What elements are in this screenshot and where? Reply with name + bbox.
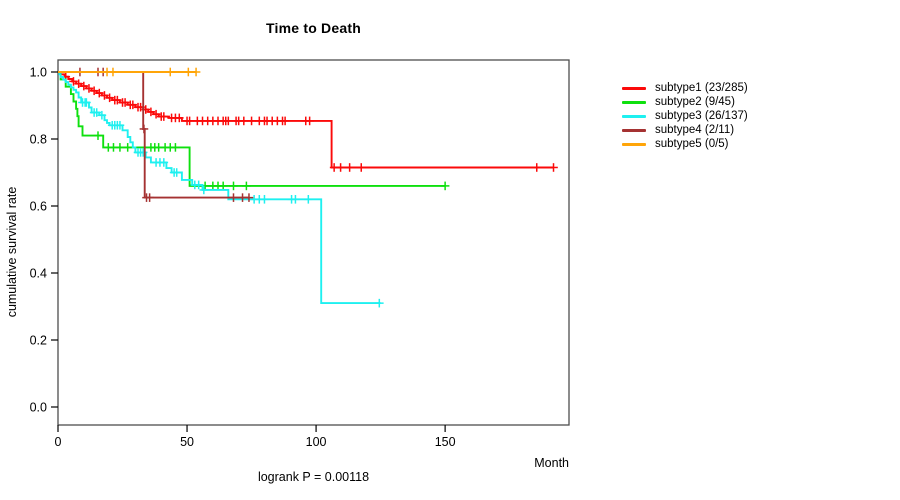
censor-marks-subtype1 <box>61 72 558 172</box>
censor-marks-subtype3 <box>78 98 384 308</box>
x-tick-label: 50 <box>180 435 194 449</box>
y-tick-label: 0.8 <box>30 132 47 146</box>
x-tick-label: 100 <box>306 435 327 449</box>
chart-title: Time to Death <box>266 20 361 36</box>
censor-marks-subtype5 <box>102 67 201 77</box>
y-tick-label: 0.4 <box>30 266 47 280</box>
y-tick-label: 0.6 <box>30 199 47 213</box>
legend-item-subtype3: subtype3 (26/137) <box>622 109 748 123</box>
curve-subtype3 <box>58 71 381 305</box>
legend-item-subtype1: subtype1 (23/285) <box>622 81 748 95</box>
y-axis-title: cumulative survival rate <box>5 186 19 318</box>
legend-line-subtype2 <box>622 100 646 104</box>
legend-line-subtype1 <box>622 86 646 90</box>
censor-marks-subtype2 <box>93 131 450 191</box>
legend-item-subtype4: subtype4 (2/11) <box>622 123 748 137</box>
legend-line-subtype3 <box>622 114 646 118</box>
legend-line-subtype5 <box>622 142 646 146</box>
x-axis-title: Month <box>534 456 569 470</box>
x-tick-label: 0 <box>55 435 62 449</box>
legend-label-subtype2: subtype2 (9/45) <box>655 96 735 108</box>
legend: subtype1 (23/285) subtype2 (9/45) subtype3… <box>622 81 748 151</box>
legend-item-subtype5: subtype5 (0/5) <box>622 137 748 151</box>
legend-label-subtype1: subtype1 (23/285) <box>655 82 748 94</box>
legend-label-subtype5: subtype5 (0/5) <box>655 138 729 150</box>
plot-box <box>57 59 570 426</box>
legend-item-subtype2: subtype2 (9/45) <box>622 95 748 109</box>
y-tick-label: 1.0 <box>30 65 47 79</box>
logrank-annotation: logrank P = 0.00118 <box>257 470 370 484</box>
legend-label-subtype3: subtype3 (26/137) <box>655 110 748 122</box>
legend-label-subtype4: subtype4 (2/11) <box>655 124 735 136</box>
y-tick-label: 0.0 <box>30 400 47 414</box>
x-tick-label: 150 <box>435 435 456 449</box>
legend-line-subtype4 <box>622 128 646 132</box>
y-tick-label: 0.2 <box>30 333 47 347</box>
curve-subtype2 <box>58 71 446 187</box>
